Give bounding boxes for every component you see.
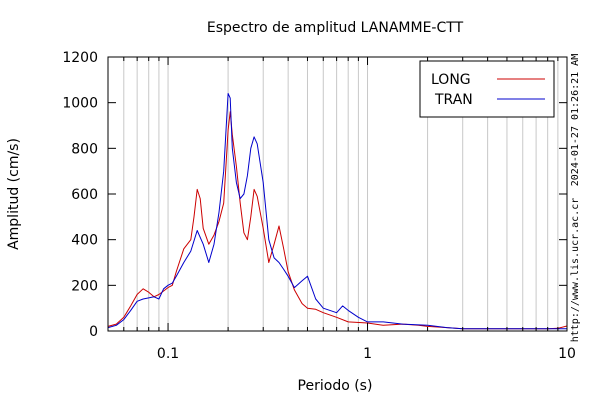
y-tick-label: 800	[71, 141, 98, 157]
ticks: 0.1 1 10 0 200 400 600 800 1000 1200	[62, 50, 576, 362]
x-tick-label: 1	[363, 346, 372, 362]
series-layer	[107, 93, 568, 330]
legend-label-tran: TRAN	[434, 92, 473, 108]
x-axis-title: Periodo (s)	[298, 378, 373, 394]
y-tick-label: 200	[71, 278, 98, 294]
legend-label-long: LONG	[431, 72, 471, 88]
series-line-long	[107, 111, 568, 330]
timestamp-text: 2024-01-27 01:26:21 AM	[570, 54, 581, 186]
legend: LONG TRAN	[419, 60, 555, 118]
grid	[107, 57, 559, 331]
legend-box	[419, 60, 555, 118]
source-url-text: http://www.lis.ucr.ac.cr	[570, 198, 581, 343]
y-tick-label: 0	[89, 324, 98, 340]
x-tick-label: 10	[558, 346, 576, 362]
y-tick-label: 400	[71, 233, 98, 249]
y-tick-label: 600	[71, 187, 98, 203]
chart-title: Espectro de amplitud LANAMME-CTT	[207, 20, 464, 36]
y-axis-title: Amplitud (cm/s)	[6, 138, 22, 250]
y-tick-label: 1200	[62, 50, 98, 66]
series-line-tran	[107, 93, 567, 330]
x-tick-label: 0.1	[157, 346, 179, 362]
y-tick-label: 1000	[62, 96, 98, 112]
